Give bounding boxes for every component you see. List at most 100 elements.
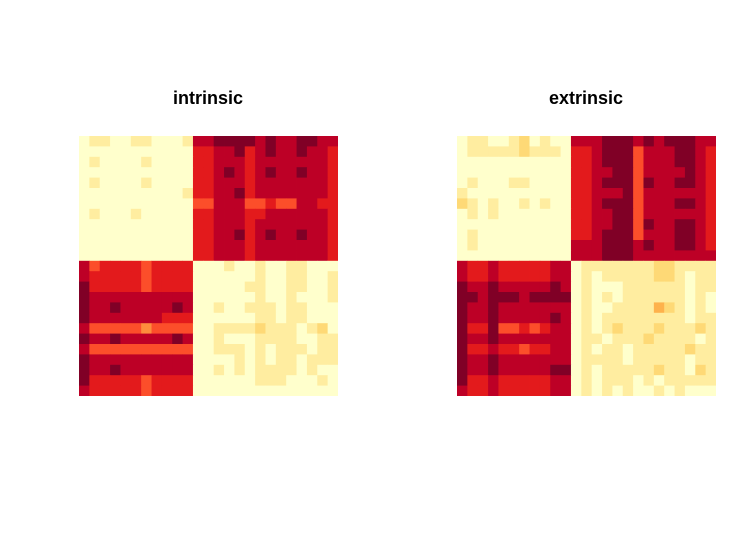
extrinsic-cell (467, 240, 479, 251)
extrinsic-cell (498, 198, 510, 210)
intrinsic-cell (141, 146, 152, 158)
intrinsic-cell (120, 344, 132, 355)
intrinsic-cell (192, 260, 204, 272)
intrinsic-cell (182, 208, 194, 220)
extrinsic-cell (467, 375, 479, 386)
intrinsic-cell (213, 250, 225, 262)
extrinsic-cell (581, 136, 593, 147)
extrinsic-cell (653, 146, 665, 158)
intrinsic-cell (317, 177, 329, 189)
intrinsic-cell (192, 146, 204, 158)
extrinsic-cell (529, 260, 541, 272)
extrinsic-cell (467, 312, 479, 324)
intrinsic-cell (327, 281, 338, 293)
extrinsic-cell (581, 188, 593, 199)
extrinsic-cell (612, 156, 624, 168)
intrinsic-cell (89, 219, 101, 230)
extrinsic-cell (519, 156, 530, 168)
extrinsic-cell (674, 198, 686, 210)
intrinsic-cell (192, 229, 204, 241)
extrinsic-cell (674, 312, 686, 324)
intrinsic-cell (161, 281, 173, 293)
intrinsic-cell (306, 292, 318, 303)
intrinsic-cell (255, 354, 266, 366)
extrinsic-cell (498, 281, 510, 293)
extrinsic-cell (684, 260, 696, 272)
extrinsic-cell (602, 198, 613, 210)
extrinsic-cell (612, 198, 624, 210)
extrinsic-cell (457, 271, 468, 282)
intrinsic-cell (151, 281, 163, 293)
intrinsic-cell (130, 156, 142, 168)
intrinsic-cell (255, 260, 266, 272)
intrinsic-cell (306, 333, 318, 345)
extrinsic-cell (591, 375, 603, 386)
intrinsic-cell (265, 385, 277, 396)
intrinsic-cell (182, 292, 194, 303)
intrinsic-cell (234, 281, 246, 293)
intrinsic-cell (265, 219, 277, 230)
intrinsic-cell (306, 302, 318, 314)
intrinsic-cell (130, 333, 142, 345)
intrinsic-cell (192, 281, 204, 293)
intrinsic-cell (110, 177, 121, 189)
extrinsic-cell (560, 385, 572, 396)
intrinsic-cell (234, 364, 246, 376)
intrinsic-cell (161, 219, 173, 230)
intrinsic-cell (151, 156, 163, 168)
intrinsic-cell (213, 344, 225, 355)
extrinsic-cell (695, 281, 707, 293)
intrinsic-cell (110, 344, 121, 355)
extrinsic-cell (602, 167, 613, 178)
extrinsic-cell (581, 333, 593, 345)
intrinsic-cell (306, 323, 318, 334)
extrinsic-cell (457, 208, 468, 220)
intrinsic-cell (265, 250, 277, 262)
intrinsic-cell (234, 312, 246, 324)
extrinsic-cell (612, 323, 624, 334)
extrinsic-cell (695, 354, 707, 366)
intrinsic-cell (99, 208, 111, 220)
extrinsic-cell (529, 167, 541, 178)
extrinsic-cell (560, 229, 572, 241)
extrinsic-cell (622, 177, 634, 189)
intrinsic-cell (255, 323, 266, 334)
extrinsic-cell (643, 271, 655, 282)
intrinsic-cell (182, 364, 194, 376)
intrinsic-cell (120, 208, 132, 220)
intrinsic-cell (99, 333, 111, 345)
intrinsic-cell (89, 344, 101, 355)
extrinsic-cell (705, 250, 716, 262)
extrinsic-cell (457, 364, 468, 376)
intrinsic-cell (120, 240, 132, 251)
extrinsic-cell (633, 208, 644, 220)
extrinsic-cell (581, 364, 593, 376)
extrinsic-cell (477, 136, 489, 147)
extrinsic-cell (622, 240, 634, 251)
extrinsic-cell (508, 312, 520, 324)
intrinsic-cell (286, 167, 297, 178)
intrinsic-cell (192, 136, 204, 147)
extrinsic-cell (539, 198, 551, 210)
intrinsic-cell (172, 188, 183, 199)
intrinsic-cell (141, 167, 152, 178)
intrinsic-cell (327, 146, 338, 158)
extrinsic-cell (488, 385, 499, 396)
extrinsic-cell (653, 344, 665, 355)
extrinsic-cell (705, 375, 716, 386)
extrinsic-cell (705, 323, 716, 334)
extrinsic-cell (539, 208, 551, 220)
intrinsic-cell (255, 281, 266, 293)
intrinsic-cell (110, 198, 121, 210)
extrinsic-cell (684, 188, 696, 199)
extrinsic-cell (612, 292, 624, 303)
extrinsic-cell (643, 260, 655, 272)
intrinsic-cell (203, 281, 215, 293)
extrinsic-cell (612, 385, 624, 396)
extrinsic-cell (674, 271, 686, 282)
extrinsic-cell (550, 271, 561, 282)
intrinsic-cell (296, 271, 308, 282)
intrinsic-cell (192, 385, 204, 396)
extrinsic-cell (581, 229, 593, 241)
extrinsic-cell (602, 281, 613, 293)
